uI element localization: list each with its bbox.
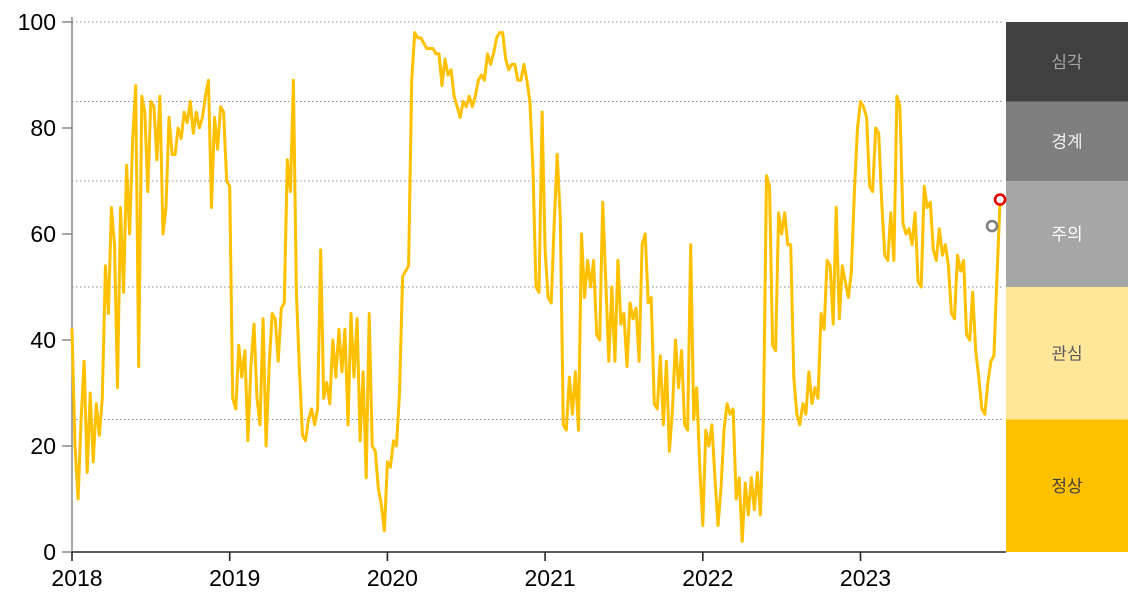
band-severe: [1006, 22, 1128, 102]
band-alert-label: 경계: [1051, 132, 1082, 151]
x-tick-label-2018: 2018: [51, 565, 102, 591]
marker-previous: [985, 219, 999, 233]
band-normal-label: 정상: [1051, 477, 1083, 496]
y-tick-label-80: 80: [30, 115, 56, 141]
x-tick-label-2023: 2023: [840, 565, 891, 591]
band-interest-label: 관심: [1051, 344, 1082, 363]
band-alert: [1006, 101, 1128, 181]
y-tick-label-40: 40: [30, 327, 56, 353]
x-tick-label-2021: 2021: [525, 565, 576, 591]
band-normal: [1006, 419, 1128, 552]
index-line-index: [70, 31, 1002, 543]
band-caution: [1006, 181, 1128, 287]
band-interest: [1006, 287, 1128, 420]
band-severe-label: 심각: [1051, 53, 1083, 72]
y-tick-label-20: 20: [30, 433, 56, 459]
band-caution-label: 주의: [1051, 225, 1082, 244]
y-tick-label-100: 100: [18, 9, 56, 35]
x-tick-label-2019: 2019: [209, 565, 260, 591]
y-tick-label-60: 60: [30, 221, 56, 247]
x-tick-label-2020: 2020: [367, 565, 418, 591]
marker-latest: [993, 193, 1007, 206]
y-tick-label-0: 0: [43, 539, 56, 565]
x-tick-label-2022: 2022: [682, 565, 733, 591]
